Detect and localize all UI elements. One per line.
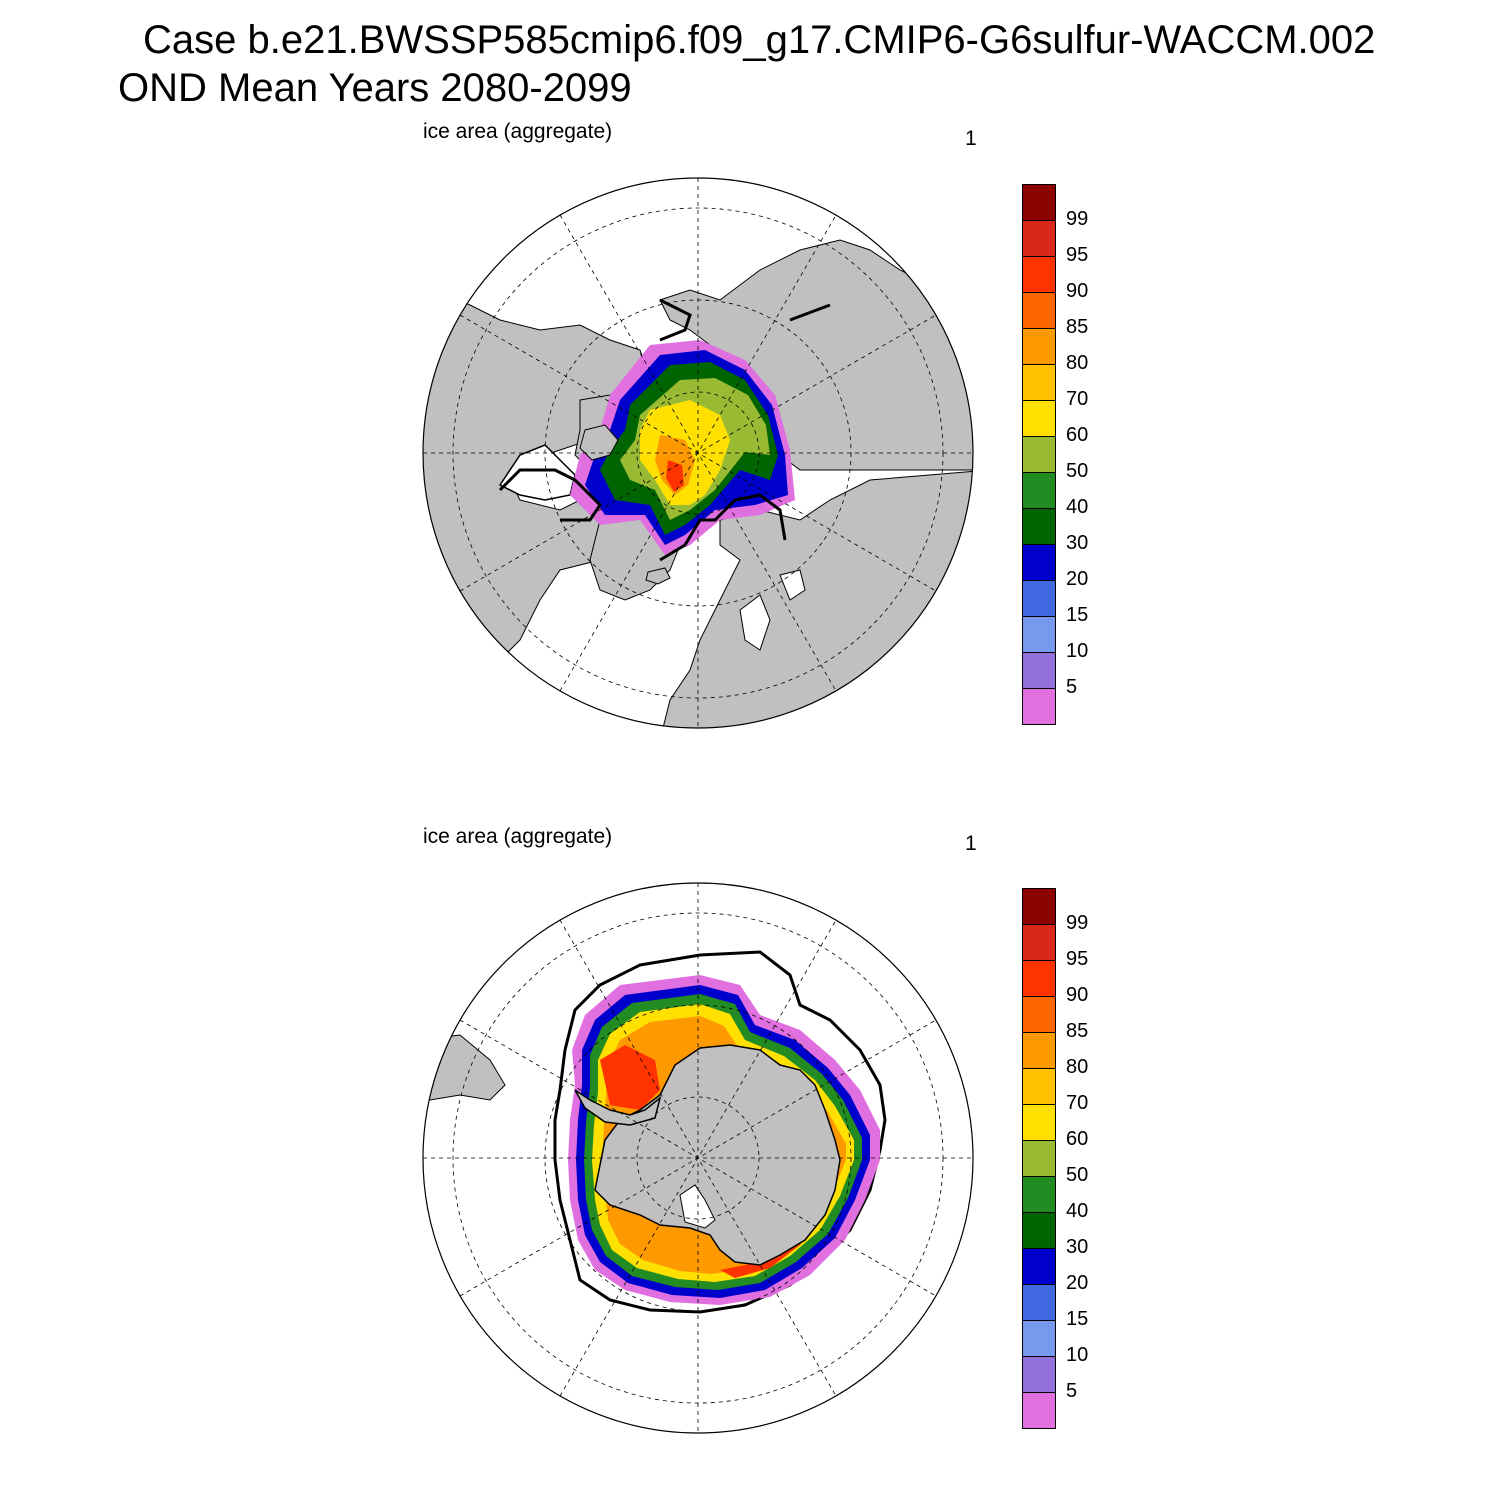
south-colorbar-label: 95: [1066, 948, 1089, 970]
south-colorbar-label: 80: [1066, 1056, 1089, 1078]
south-graticule: [423, 883, 973, 1433]
south-colorbar-swatch: [1022, 1104, 1056, 1141]
south-colorbar-swatch: [1022, 996, 1056, 1033]
north-colorbar-label: 50: [1066, 460, 1089, 482]
south-colorbar-label: 70: [1066, 1092, 1089, 1114]
south-colorbar: 99 95 90 85 80 70 60 50 40 30 20 15 10 5: [1022, 888, 1142, 1429]
north-colorbar-swatch: [1022, 400, 1056, 437]
north-colorbar-label: 30: [1066, 532, 1089, 554]
south-colorbar-swatch: [1022, 1212, 1056, 1249]
south-colorbar-swatch: [1022, 1356, 1056, 1393]
south-colorbar-label: 99: [1066, 912, 1089, 934]
south-colorbar-label: 90: [1066, 984, 1089, 1006]
north-colorbar-swatch: [1022, 328, 1056, 365]
south-land-antarctica: [594, 1044, 841, 1266]
south-colorbar-swatch: [1022, 1176, 1056, 1213]
north-colorbar-label: 70: [1066, 388, 1089, 410]
north-colorbar-label: 40: [1066, 496, 1089, 518]
south-colorbar-label: 50: [1066, 1164, 1089, 1186]
north-colorbar-label: 80: [1066, 352, 1089, 374]
south-colorbar-swatch: [1022, 1284, 1056, 1321]
north-colorbar-label: 90: [1066, 280, 1089, 302]
figure-title-case: Case b.e21.BWSSP585cmip6.f09_g17.CMIP6-G…: [143, 18, 1376, 62]
north-colorbar-swatch: [1022, 544, 1056, 581]
north-panel-right-label: 1: [965, 127, 977, 150]
south-colorbar-label: 85: [1066, 1020, 1089, 1042]
north-colorbar-label: 15: [1066, 604, 1089, 626]
north-colorbar-label: 10: [1066, 640, 1089, 662]
south-colorbar-swatch: [1022, 1032, 1056, 1069]
north-colorbar-swatch: [1022, 256, 1056, 293]
north-colorbar-swatch: [1022, 184, 1056, 221]
south-land-antarctic-peninsula: [574, 1089, 662, 1126]
figure-title-period: OND Mean Years 2080-2099: [118, 66, 632, 110]
north-graticule: [423, 178, 973, 728]
south-colorbar-swatch: [1022, 1248, 1056, 1285]
south-colorbar-swatch: [1022, 1068, 1056, 1105]
south-colorbar-label: 30: [1066, 1236, 1089, 1258]
north-colorbar-swatch: [1022, 220, 1056, 257]
south-colorbar-label: 5: [1066, 1380, 1078, 1402]
north-colorbar-swatch: [1022, 616, 1056, 653]
north-colorbar-swatch: [1022, 508, 1056, 545]
south-colorbar-label: 60: [1066, 1128, 1089, 1150]
south-colorbar-swatch: [1022, 1392, 1056, 1429]
north-colorbar-label: 95: [1066, 244, 1089, 266]
south-colorbar-swatch: [1022, 1320, 1056, 1357]
south-colorbar-label: 15: [1066, 1308, 1089, 1330]
north-colorbar-label: 99: [1066, 208, 1089, 230]
north-polar-map: [423, 178, 973, 728]
south-colorbar-swatch: [1022, 960, 1056, 997]
south-colorbar-label: 40: [1066, 1200, 1089, 1222]
north-colorbar-swatch: [1022, 472, 1056, 509]
north-map-border: [422, 177, 974, 729]
north-colorbar-swatch: [1022, 292, 1056, 329]
south-panel-left-label: ice area (aggregate): [423, 825, 613, 848]
north-colorbar-swatch: [1022, 436, 1056, 473]
south-panel-right-label: 1: [965, 832, 977, 855]
south-ross-ice-shelf: [679, 1184, 716, 1229]
south-colorbar-label: 20: [1066, 1272, 1089, 1294]
north-baltic-sea: [739, 594, 771, 651]
north-land-iceland: [645, 567, 671, 585]
south-ice-band-90: [600, 1045, 660, 1110]
north-colorbar: 99 95 90 85 80 70 60 50 40 30 20 15 10 5: [1022, 184, 1142, 725]
north-colorbar-label: 60: [1066, 424, 1089, 446]
south-colorbar-label: 10: [1066, 1344, 1089, 1366]
north-colorbar-swatch: [1022, 652, 1056, 689]
south-colorbar-swatch: [1022, 1140, 1056, 1177]
north-colorbar-swatch: [1022, 688, 1056, 725]
north-colorbar-label: 85: [1066, 316, 1089, 338]
south-map-border: [422, 882, 974, 1434]
north-colorbar-label: 5: [1066, 676, 1078, 698]
north-ice-edge-contour: [498, 298, 831, 562]
north-colorbar-label: 20: [1066, 568, 1089, 590]
north-panel-left-label: ice area (aggregate): [423, 120, 613, 143]
south-colorbar-swatch: [1022, 888, 1056, 925]
south-colorbar-swatch: [1022, 924, 1056, 961]
north-colorbar-swatch: [1022, 580, 1056, 617]
north-ice-band-90: [666, 460, 684, 492]
south-polar-map: [423, 883, 973, 1433]
north-colorbar-swatch: [1022, 364, 1056, 401]
